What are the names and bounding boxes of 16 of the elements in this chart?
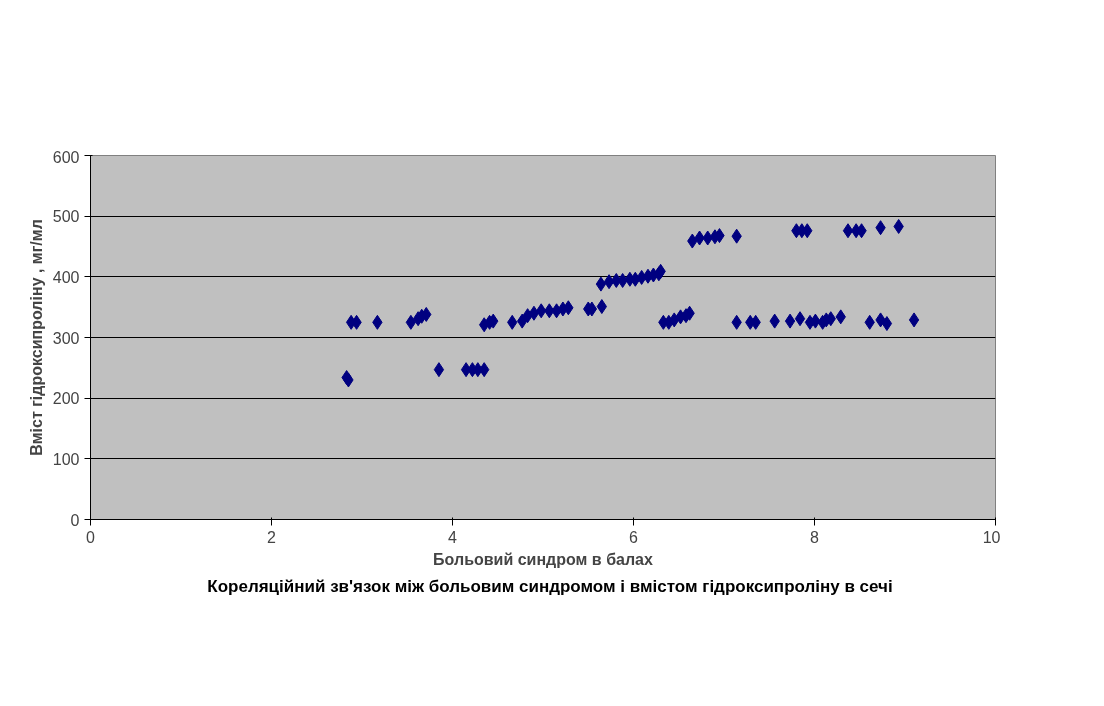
x-tick-label: 0 bbox=[86, 528, 96, 546]
x-tick-label: 8 bbox=[810, 528, 820, 546]
y-axis-title: Вміст гідроксипроліну , мг/мл bbox=[27, 219, 45, 456]
y-tick-label: 100 bbox=[52, 450, 80, 468]
x-tick-label: 10 bbox=[982, 528, 1001, 546]
x-tick-label: 6 bbox=[629, 528, 639, 546]
y-tick-label: 300 bbox=[52, 329, 80, 347]
y-tick-label: 400 bbox=[52, 268, 80, 286]
y-tick-label: 200 bbox=[52, 390, 80, 408]
y-tick-label: 600 bbox=[52, 148, 80, 166]
x-tick-label: 2 bbox=[267, 528, 277, 546]
y-tick-label: 0 bbox=[70, 511, 80, 529]
y-tick-label: 500 bbox=[52, 208, 80, 226]
x-tick-label: 4 bbox=[448, 528, 458, 546]
x-axis-title: Больовий синдром в балах bbox=[433, 550, 653, 568]
text: Кореляційний зв'язок між больовим синдромом і вмістом гідроксипроліну в сечі bbox=[207, 576, 893, 598]
